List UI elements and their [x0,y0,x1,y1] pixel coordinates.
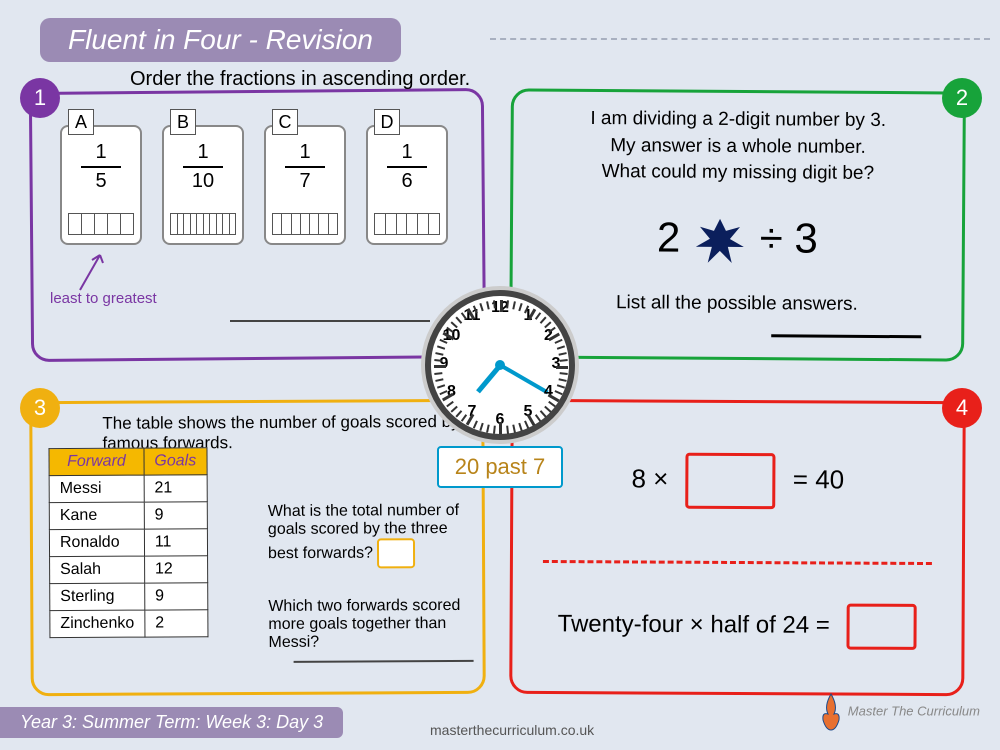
q2-line2: My answer is a whole number. [610,135,866,158]
badge-4: 4 [942,388,982,428]
q4-eq2-text: Twenty-four × half of 24 = [558,610,830,638]
q1-note: least to greatest [50,290,157,307]
q4-divider [543,560,932,565]
q4-answer-box-2[interactable] [846,604,916,650]
footer-url: masterthecurriculum.co.uk [430,722,594,738]
badge-2: 2 [942,78,982,118]
flame-icon [818,692,844,732]
goals-table: ForwardGoals Messi21Kane9Ronaldo11Salah1… [48,447,208,638]
q4-answer-box-1[interactable] [685,453,775,509]
panel-3: The table shows the number of goals scor… [29,399,486,696]
q1-answer-line[interactable] [230,320,430,322]
page-title: Fluent in Four - Revision [40,18,401,62]
clock-center [495,360,505,370]
fraction-card-D: D16 [366,125,448,245]
badge-1: 1 [20,78,60,118]
q4-eq2: Twenty-four × half of 24 = [512,602,961,650]
clock-face: 121234567891011 [425,290,575,440]
q1-prompt: Order the fractions in ascending order. [130,68,470,91]
q3-sub1: What is the total number of goals scored… [268,502,472,569]
q3-sub1-text: What is the total number of goals scored… [268,502,459,562]
q2-line3: What could my missing digit be? [602,161,875,184]
fraction-card-C: C17 [264,125,346,245]
footer-term: Year 3: Summer Term: Week 3: Day 3 [0,707,343,738]
q3-answer-line[interactable] [294,660,474,663]
q2-line1: I am dividing a 2-digit number by 3. [590,108,886,131]
q4-eq1: 8 × = 40 [513,452,962,510]
q3-answer-box-1[interactable] [377,538,415,568]
q2-prompt: I am dividing a 2-digit number by 3. My … [513,105,963,188]
q4-eq1-left: 8 × [631,463,668,493]
q2-equation: 2 ÷ 3 [513,211,962,270]
q2-eq-right: ÷ 3 [760,214,818,261]
fraction-card-A: A15 [60,125,142,245]
clock: 121234567891011 20 past 7 [420,290,580,488]
splat-icon [692,213,748,269]
q2-eq-left: 2 [657,214,681,261]
header-dash [490,38,990,40]
badge-3: 3 [20,388,60,428]
clock-label: 20 past 7 [437,446,564,488]
footer-brand-text: Master The Curriculum [848,703,980,718]
q4-eq1-right: = 40 [793,464,844,494]
fraction-card-B: B110 [162,125,244,245]
q2-answer-line[interactable] [771,334,921,338]
footer-brand: Master The Curriculum [818,692,980,732]
q3-sub2: Which two forwards scored more goals tog… [268,597,472,652]
